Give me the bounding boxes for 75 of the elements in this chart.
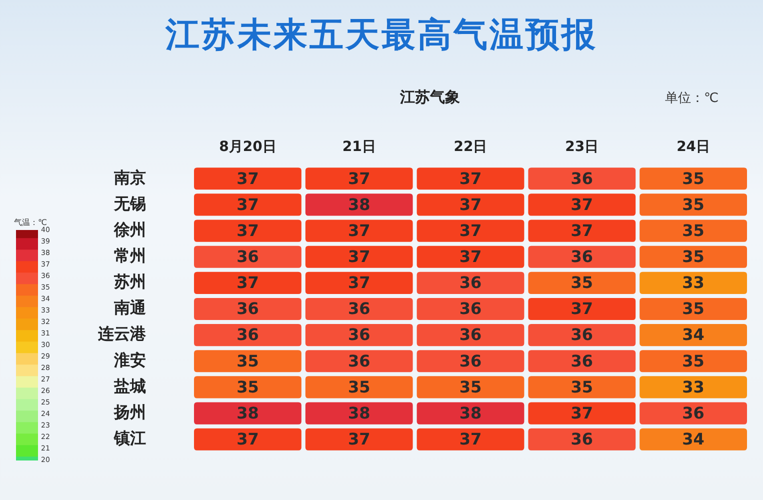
data-label: 34 [682,325,704,344]
data-label: 35 [682,299,704,318]
data-label: 37 [570,299,594,318]
data-label: 37 [459,430,482,449]
data-label: 37 [570,194,594,214]
data-label: 36 [570,351,594,370]
data-label: 37 [236,194,259,214]
data-label: 37 [459,247,482,266]
x-tick-label: 22日 [454,138,488,155]
chart-title: 江苏未来五天最高气温预报 [164,14,598,57]
y-tick-label: 南京 [113,168,146,187]
y-tick-label: 扬州 [113,402,146,422]
data-label: 37 [348,168,370,188]
y-tick-label: 无锡 [113,194,146,213]
data-label: 38 [459,403,482,422]
data-label: 36 [570,430,594,449]
data-label: 37 [459,194,482,214]
data-label: 35 [459,377,482,396]
y-tick-label: 南通 [113,298,147,318]
data-label: 36 [348,325,370,344]
data-label: 36 [459,273,482,292]
data-label: 37 [236,430,259,449]
data-label: 37 [459,220,482,240]
data-label: 35 [682,168,704,188]
y-tick-label: 苏州 [113,272,146,292]
data-label: 37 [348,430,370,449]
data-label: 35 [236,351,259,370]
data-label: 38 [236,403,259,422]
data-label: 36 [348,351,370,370]
y-tick-label: 淮安 [113,350,146,370]
data-label: 35 [682,351,704,370]
data-label: 35 [570,273,594,292]
data-label: 37 [236,168,259,188]
data-label: 37 [236,273,259,292]
data-label: 35 [348,377,370,396]
data-label: 35 [682,194,704,214]
y-tick-label: 镇江 [113,428,146,448]
data-label: 37 [570,220,594,240]
y-tick-label: 盐城 [113,376,146,396]
data-label: 37 [570,403,594,422]
data-label: 36 [348,299,370,318]
data-label: 35 [236,377,259,396]
y-tick-label: 常州 [114,246,146,266]
data-label: 36 [682,403,704,422]
data-label: 36 [570,168,594,188]
x-tick-label: 23日 [565,138,599,155]
color-bar-title: 气温：℃ [14,218,47,228]
x-tick-label: 8月20日 [219,138,276,155]
text: 单位：℃ [665,90,719,107]
data-label: 36 [236,325,259,344]
data-label: 35 [682,247,704,266]
data-label: 34 [682,430,704,449]
chart-subtitle: 江苏气象 [400,88,460,107]
data-label: 36 [570,247,594,266]
data-label: 38 [348,403,370,422]
data-label: 36 [459,325,482,344]
y-tick-label: 连云港 [97,324,147,344]
data-label: 37 [236,220,259,240]
data-label: 36 [236,299,259,318]
x-tick-label: 24日 [676,138,710,155]
data-label: 37 [348,220,370,240]
data-label: 37 [459,168,482,188]
data-label: 35 [682,220,704,240]
y-tick-label: 徐州 [113,220,146,239]
data-label: 35 [570,377,594,396]
data-label: 36 [236,247,259,266]
data-label: 33 [682,377,704,396]
data-label: 33 [682,273,704,292]
x-tick-label: 21日 [342,138,376,155]
data-label: 37 [348,273,370,292]
data-label: 36 [459,351,482,370]
data-label: 37 [348,247,370,266]
data-label: 38 [348,194,370,214]
data-label: 36 [570,325,594,344]
data-label: 36 [459,299,482,318]
